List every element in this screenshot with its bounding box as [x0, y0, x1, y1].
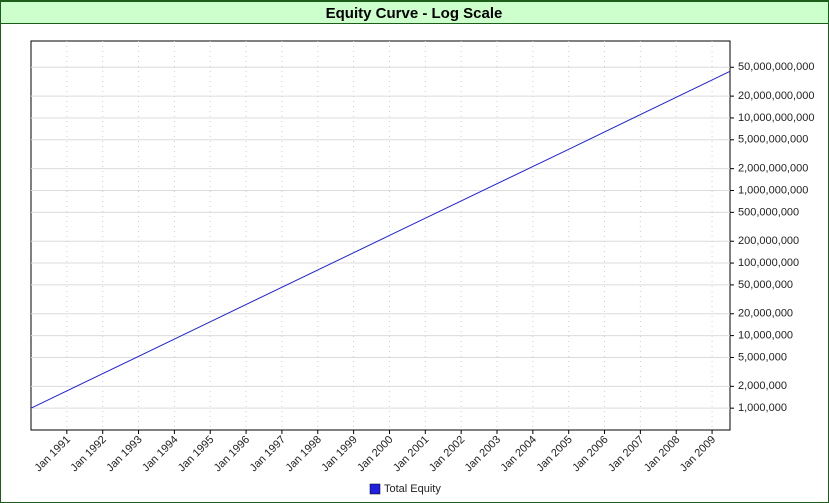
y-tick-label: 2,000,000: [738, 380, 787, 392]
y-tick-label: 5,000,000,000: [738, 134, 808, 146]
chart-title: Equity Curve - Log Scale: [326, 5, 503, 22]
y-tick-label: 50,000,000,000: [738, 61, 814, 73]
legend-label: Total Equity: [384, 483, 441, 495]
y-tick-label: 10,000,000: [738, 330, 793, 342]
y-tick-label: 100,000,000: [738, 257, 799, 269]
y-tick-label: 10,000,000,000: [738, 112, 814, 124]
y-tick-label: 5,000,000: [738, 351, 787, 363]
y-tick-label: 2,000,000,000: [738, 163, 808, 175]
legend-swatch: [369, 483, 381, 495]
y-tick-label: 1,000,000: [738, 402, 787, 414]
y-tick-label: 50,000,000: [738, 279, 793, 291]
series-line: [30, 70, 731, 409]
y-tick-label: 1,000,000,000: [738, 184, 808, 196]
y-tick-label: 200,000,000: [738, 235, 799, 247]
y-tick-label: 20,000,000: [738, 308, 793, 320]
y-tick-label: 500,000,000: [738, 206, 799, 218]
y-tick-label: 20,000,000,000: [738, 90, 814, 102]
plot-area: [30, 40, 731, 431]
